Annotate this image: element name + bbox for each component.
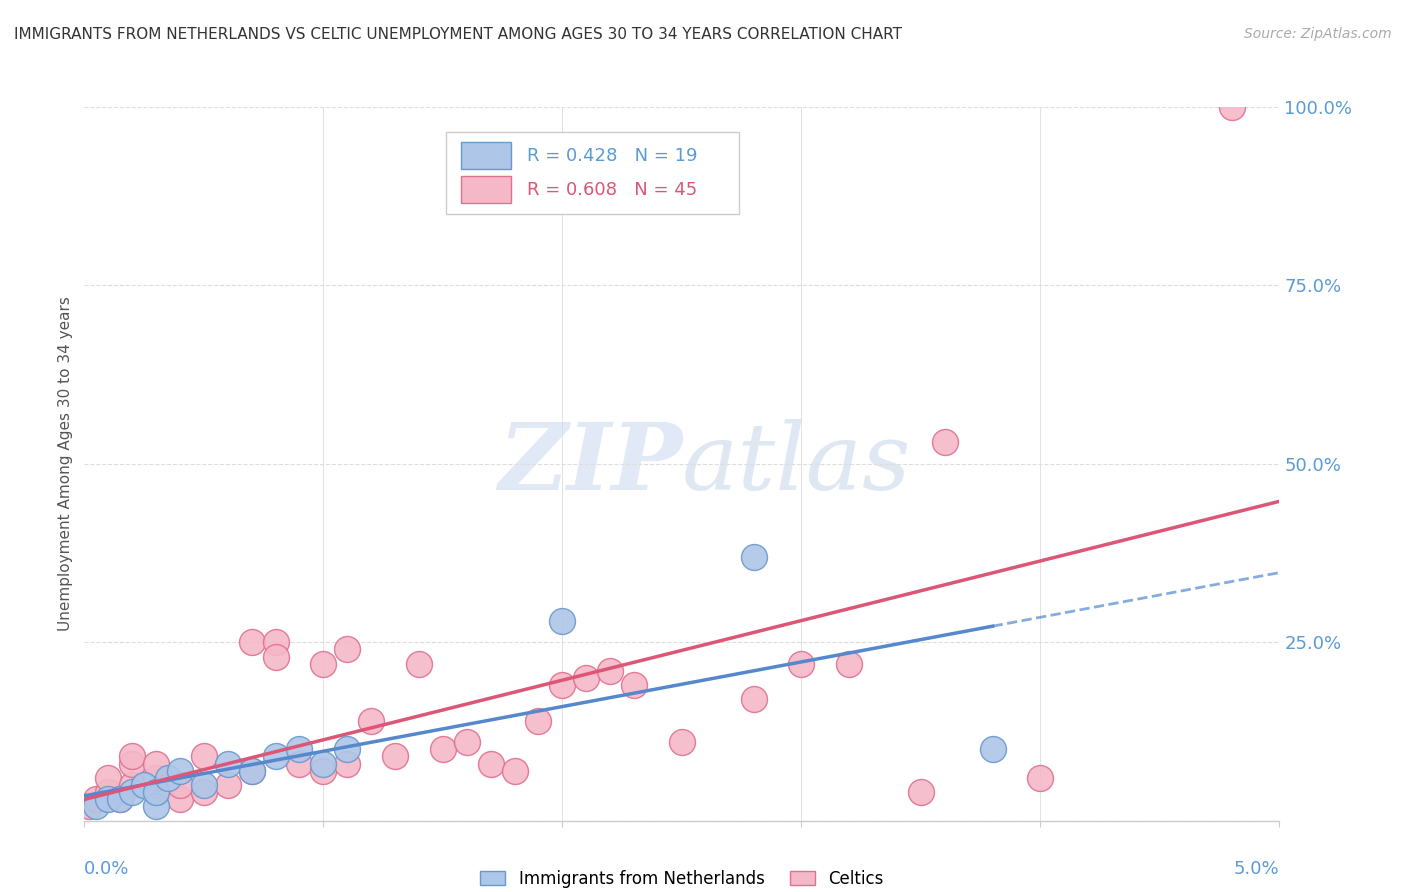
Point bbox=[551, 614, 574, 628]
Text: 5.0%: 5.0% bbox=[1234, 860, 1279, 878]
Point bbox=[169, 778, 191, 792]
Point bbox=[97, 792, 120, 806]
Point bbox=[408, 657, 430, 671]
Text: IMMIGRANTS FROM NETHERLANDS VS CELTIC UNEMPLOYMENT AMONG AGES 30 TO 34 YEARS COR: IMMIGRANTS FROM NETHERLANDS VS CELTIC UN… bbox=[14, 27, 903, 42]
Point bbox=[157, 771, 180, 785]
Point bbox=[97, 785, 120, 799]
Point bbox=[312, 657, 335, 671]
Point bbox=[145, 799, 167, 814]
Point bbox=[240, 764, 263, 778]
Point bbox=[264, 649, 287, 664]
Point bbox=[384, 749, 406, 764]
Point bbox=[1220, 100, 1243, 114]
Point bbox=[312, 756, 335, 771]
Point bbox=[910, 785, 932, 799]
Point bbox=[193, 778, 215, 792]
Point bbox=[671, 735, 693, 749]
Point bbox=[145, 785, 167, 799]
Point bbox=[145, 785, 167, 799]
Point bbox=[981, 742, 1004, 756]
Point bbox=[456, 735, 478, 749]
Point bbox=[217, 756, 239, 771]
Point bbox=[479, 756, 502, 771]
Point bbox=[551, 678, 574, 692]
Point bbox=[934, 435, 956, 450]
Text: 0.0%: 0.0% bbox=[84, 860, 129, 878]
Point bbox=[77, 799, 100, 814]
Point bbox=[217, 778, 239, 792]
Point bbox=[240, 764, 263, 778]
Point bbox=[169, 792, 191, 806]
Point bbox=[336, 756, 359, 771]
Point bbox=[575, 671, 598, 685]
Point bbox=[288, 742, 311, 756]
Point bbox=[527, 714, 550, 728]
Point bbox=[86, 792, 108, 806]
Point bbox=[360, 714, 382, 728]
Point bbox=[110, 792, 132, 806]
Point bbox=[336, 742, 359, 756]
Point bbox=[121, 778, 143, 792]
Point bbox=[193, 785, 215, 799]
Point bbox=[742, 692, 765, 706]
Point bbox=[288, 756, 311, 771]
Point bbox=[432, 742, 454, 756]
Point bbox=[145, 771, 167, 785]
Point bbox=[503, 764, 526, 778]
Point bbox=[264, 635, 287, 649]
Point bbox=[336, 642, 359, 657]
Point bbox=[121, 756, 143, 771]
Point bbox=[312, 764, 335, 778]
Point bbox=[623, 678, 645, 692]
Point bbox=[145, 756, 167, 771]
Point bbox=[1029, 771, 1052, 785]
Point bbox=[86, 799, 108, 814]
Point bbox=[599, 664, 621, 678]
Point bbox=[110, 792, 132, 806]
Point bbox=[97, 771, 120, 785]
FancyBboxPatch shape bbox=[447, 132, 740, 214]
Text: R = 0.428   N = 19: R = 0.428 N = 19 bbox=[526, 146, 697, 164]
Text: R = 0.608   N = 45: R = 0.608 N = 45 bbox=[526, 181, 697, 199]
Point bbox=[132, 778, 156, 792]
Point bbox=[240, 635, 263, 649]
FancyBboxPatch shape bbox=[461, 142, 510, 169]
Point bbox=[742, 549, 765, 564]
Point bbox=[121, 785, 143, 799]
Text: Source: ZipAtlas.com: Source: ZipAtlas.com bbox=[1244, 27, 1392, 41]
Point bbox=[121, 749, 143, 764]
Point bbox=[790, 657, 813, 671]
Legend: Immigrants from Netherlands, Celtics: Immigrants from Netherlands, Celtics bbox=[474, 863, 890, 892]
Point bbox=[838, 657, 860, 671]
FancyBboxPatch shape bbox=[461, 177, 510, 203]
Text: atlas: atlas bbox=[682, 419, 911, 508]
Text: ZIP: ZIP bbox=[498, 419, 682, 508]
Point bbox=[193, 749, 215, 764]
Point bbox=[264, 749, 287, 764]
Y-axis label: Unemployment Among Ages 30 to 34 years: Unemployment Among Ages 30 to 34 years bbox=[58, 296, 73, 632]
Point bbox=[169, 764, 191, 778]
